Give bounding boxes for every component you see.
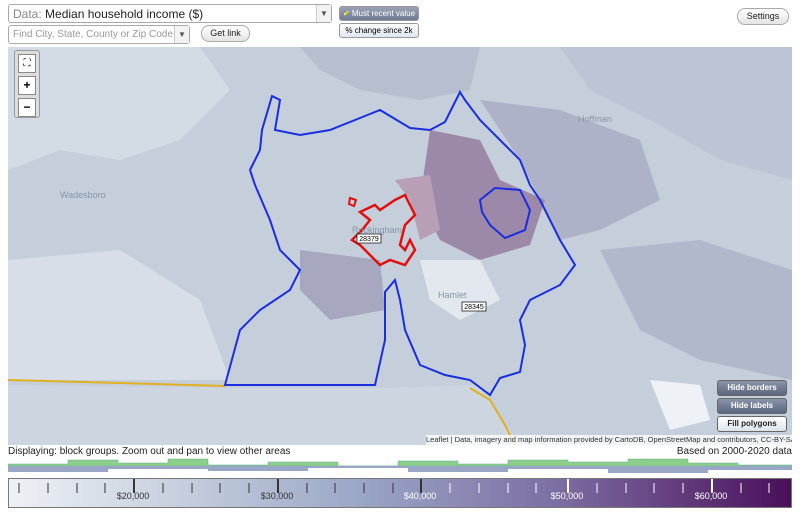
fullscreen-button[interactable]: ⛶ — [18, 54, 36, 73]
most-recent-toggle[interactable]: ✔ Must recent value — [339, 6, 419, 21]
change-toggle[interactable]: % change since 2k — [339, 23, 419, 38]
settings-button[interactable]: Settings — [737, 8, 789, 25]
area — [8, 47, 230, 170]
place-label: Wadesboro — [60, 190, 106, 200]
scale-ticks — [18, 479, 770, 493]
map[interactable]: Hoffman Wadesboro Rockingham Hamlet 2837… — [8, 47, 792, 445]
status-text: Displaying: block groups. Zoom out and p… — [8, 446, 291, 457]
fill-polygons-button[interactable]: Fill polygons — [717, 416, 787, 432]
place-label: Rockingham — [352, 225, 402, 235]
area — [8, 385, 520, 445]
city-boundary — [350, 193, 417, 267]
scale-label: $50,000 — [550, 491, 584, 501]
area — [420, 130, 545, 260]
zip-badge — [461, 301, 487, 312]
area — [300, 250, 385, 320]
scale-label: $60,000 — [694, 491, 728, 501]
scale-label: $30,000 — [260, 491, 294, 501]
data-basis: Based on 2000-2020 data — [676, 446, 792, 457]
area — [650, 380, 710, 430]
scale-label: $40,000 — [403, 491, 437, 501]
attribution: Leaflet | Data, imagery and map informat… — [426, 435, 792, 445]
hide-borders-button[interactable]: Hide borders — [717, 380, 787, 396]
search-placeholder: Find City, State, County or Zip Code — [13, 29, 173, 40]
data-select[interactable]: Data: Median household income ($) ▼ — [8, 4, 332, 23]
histogram-top — [8, 458, 792, 467]
color-scale — [8, 478, 792, 508]
city-boundary — [347, 196, 358, 208]
area — [300, 47, 480, 100]
area — [600, 240, 792, 380]
zip-label: 28379 — [359, 236, 379, 243]
data-value: Median household income ($) — [45, 7, 204, 21]
hide-labels-button[interactable]: Hide labels — [717, 398, 787, 414]
area — [560, 47, 792, 180]
area — [395, 175, 440, 240]
histogram — [8, 458, 792, 473]
search-box[interactable]: Find City, State, County or Zip Code ▼ — [8, 25, 190, 44]
zoom-in[interactable]: + — [18, 76, 36, 95]
most-recent-text: Must recent value — [351, 9, 416, 18]
place-label: Hamlet — [438, 290, 467, 300]
zip-badge — [356, 233, 382, 244]
check-icon: ✔ — [342, 9, 350, 18]
zoom-controls: ⛶ + − — [14, 50, 40, 118]
zip-label: 28345 — [464, 304, 484, 311]
get-link-button[interactable]: Get link — [201, 25, 250, 42]
scale-label: $20,000 — [116, 491, 150, 501]
place-label: Hoffman — [578, 114, 612, 124]
zoom-out[interactable]: − — [18, 98, 36, 117]
zip-boundary — [223, 89, 577, 397]
search-arrow: ▼ — [174, 26, 189, 43]
data-label: Data: — [13, 7, 42, 21]
select-arrow: ▼ — [316, 5, 331, 22]
area — [480, 100, 660, 240]
histogram-bottom — [8, 466, 792, 473]
area — [8, 250, 230, 380]
inner-boundary — [478, 186, 532, 240]
state-line — [8, 379, 226, 387]
